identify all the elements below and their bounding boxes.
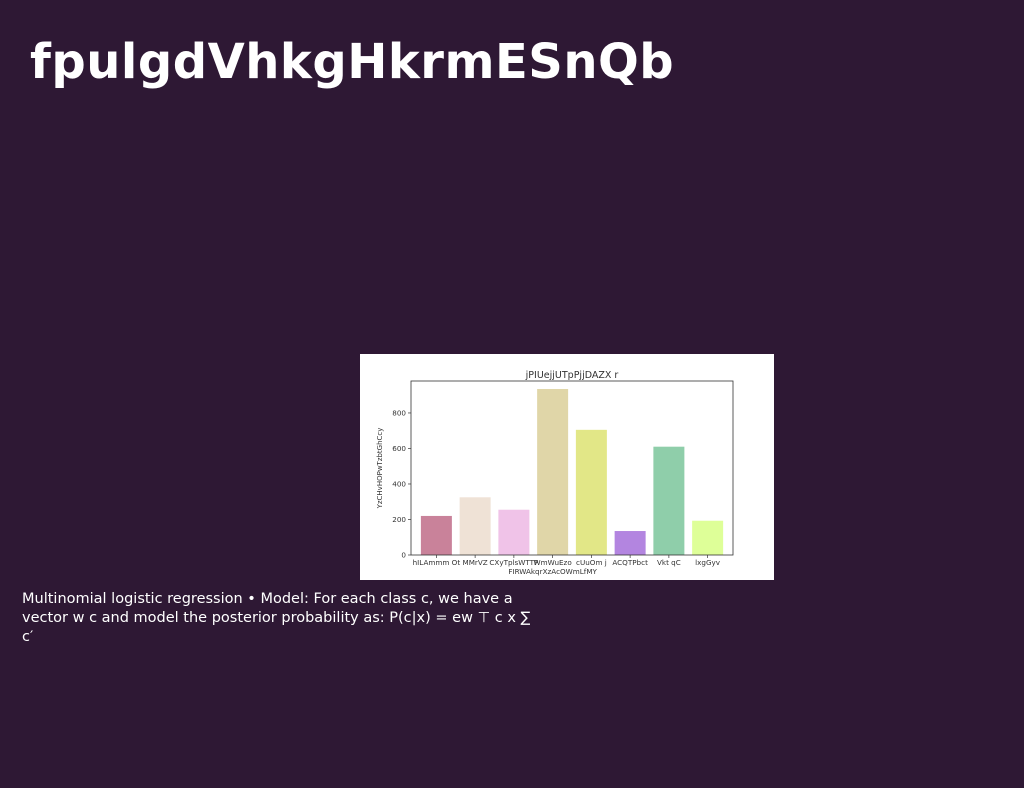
- bar: [653, 446, 685, 555]
- x-tick-label: MMrVZ: [463, 558, 488, 567]
- bar: [692, 520, 724, 555]
- x-tick-label: hILAmmm Ot: [413, 558, 461, 567]
- bar: [420, 515, 452, 555]
- plot-frame: [410, 380, 734, 556]
- bar: [614, 531, 646, 555]
- slide-title: fpulgdVhkgHkrmESnQb: [30, 34, 675, 90]
- x-tick-label: cUuOm j: [576, 558, 607, 567]
- bar: [459, 497, 491, 555]
- y-tick-label: 800: [392, 408, 406, 417]
- x-tick-label: ACQTPbct: [612, 558, 648, 567]
- y-tick-label: 600: [392, 444, 406, 453]
- bar-chart: jPIUejjUTpPjjDAZX r YzCHvHOPwTzbtGhCcy h…: [376, 370, 734, 576]
- slide-body-text: Multinomial logistic regression • Model:…: [22, 591, 531, 645]
- x-tick-label: lxgGyv: [695, 558, 721, 567]
- chart-title: jPIUejjUTpPjjDAZX r: [525, 370, 619, 381]
- bar: [537, 388, 569, 555]
- y-tick-label: 200: [392, 515, 406, 524]
- bar: [498, 509, 530, 555]
- bar: [575, 429, 607, 555]
- x-tick-label: WmWuEzo FIRWAkqrXzAcOWmLfMY: [508, 558, 597, 576]
- x-tick-label: CXyTplsWTTP: [489, 558, 539, 567]
- x-tick-label: Vkt qC: [657, 558, 681, 567]
- y-tick-label: 400: [392, 479, 406, 488]
- chart-panel: jPIUejjUTpPjjDAZX r YzCHvHOPwTzbtGhCcy h…: [360, 354, 774, 580]
- y-tick-label: 0: [401, 551, 406, 560]
- y-axis-label: YzCHvHOPwTzbtGhCcy: [376, 428, 384, 510]
